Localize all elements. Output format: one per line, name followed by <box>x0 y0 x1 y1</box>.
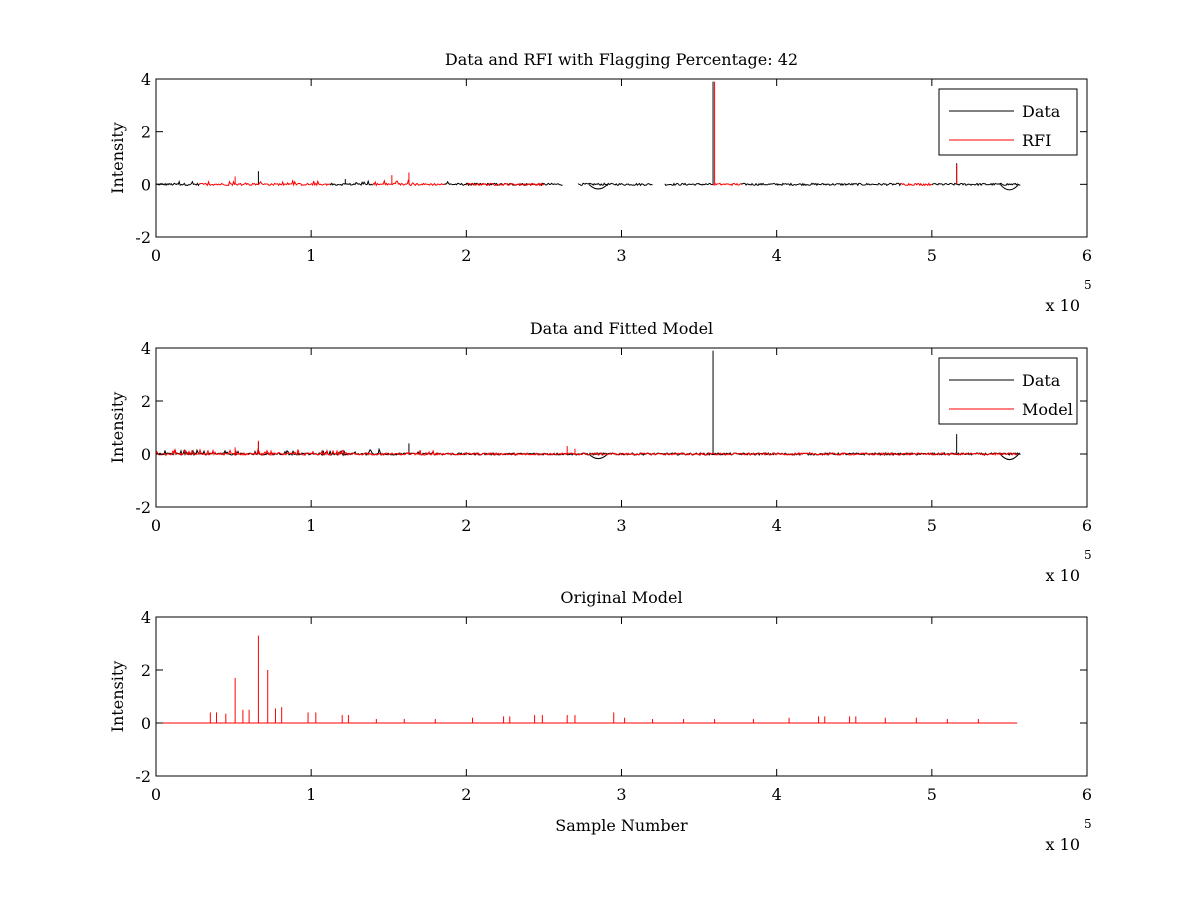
x-tick-label: 0 <box>151 246 161 265</box>
plot-area <box>156 635 1018 724</box>
y-axis-label: Intensity <box>108 392 127 464</box>
x-tick-label: 2 <box>461 516 471 535</box>
series-data-line <box>156 81 1021 191</box>
legend: Data RFI <box>938 88 1078 156</box>
series-rfi-line <box>199 81 958 187</box>
x-tick-label: 5 <box>927 785 937 804</box>
legend-entry: Data <box>1022 102 1061 121</box>
y-tick-label: 2 <box>141 123 151 142</box>
x-tick-label: 4 <box>772 246 782 265</box>
x-multiplier: x 10 <box>1046 296 1080 315</box>
plot-area <box>156 81 1021 191</box>
x-axis-label: Sample Number <box>555 816 688 835</box>
x-tick-label: 3 <box>616 785 626 804</box>
y-axis-label: Intensity <box>108 122 127 194</box>
x-tick-label: 2 <box>461 785 471 804</box>
series-model-line <box>156 440 1018 457</box>
y-tick-label: 0 <box>141 175 151 194</box>
series-trace <box>156 179 200 187</box>
panel-title: Original Model <box>560 588 682 607</box>
x-tick-label: 6 <box>1082 516 1092 535</box>
y-tick-label: 4 <box>141 339 151 358</box>
series-trace <box>712 182 742 187</box>
y-tick-label: 2 <box>141 392 151 411</box>
axes-frame <box>155 616 1088 777</box>
series-data-line <box>156 350 1021 461</box>
series-model-line <box>156 635 1018 724</box>
legend-box <box>938 88 1078 156</box>
x-tick-label: 6 <box>1082 785 1092 804</box>
x-tick-label: 1 <box>306 516 316 535</box>
x-tick-label: 4 <box>772 516 782 535</box>
dip-mark <box>588 453 608 460</box>
x-multiplier-exponent: 5 <box>1084 548 1092 562</box>
y-axis-label: Intensity <box>108 661 127 733</box>
series-trace <box>329 179 374 187</box>
x-tick-label: 1 <box>306 785 316 804</box>
legend-entry: Data <box>1022 371 1061 390</box>
x-tick-label: 3 <box>616 516 626 535</box>
x-multiplier-exponent: 5 <box>1084 817 1092 831</box>
y-tick-label: -2 <box>135 767 151 786</box>
legend: Data Model <box>938 357 1078 425</box>
legend-entry: Model <box>1022 400 1073 419</box>
series-trace <box>931 182 1021 187</box>
x-tick-label: 0 <box>151 785 161 804</box>
series-trace <box>664 182 714 187</box>
y-tick-label: 2 <box>141 661 151 680</box>
y-tick-label: 0 <box>141 445 151 464</box>
x-tick-label: 5 <box>927 246 937 265</box>
x-tick-label: 4 <box>772 785 782 804</box>
panel-title: Data and Fitted Model <box>530 319 713 338</box>
x-multiplier-exponent: 5 <box>1084 278 1092 292</box>
dip-mark <box>588 183 608 190</box>
series-trace <box>900 182 933 187</box>
y-tick-label: 0 <box>141 714 151 733</box>
x-multiplier: x 10 <box>1046 566 1080 585</box>
x-tick-label: 5 <box>927 516 937 535</box>
series-trace <box>577 182 653 187</box>
x-tick-label: 2 <box>461 246 471 265</box>
x-tick-label: 0 <box>151 516 161 535</box>
x-tick-label: 3 <box>616 246 626 265</box>
legend-entry: RFI <box>1022 131 1051 150</box>
series-trace <box>199 178 330 187</box>
x-multiplier: x 10 <box>1046 835 1080 854</box>
plot-area <box>156 350 1021 461</box>
dip-mark <box>999 184 1020 191</box>
x-tick-label: 6 <box>1082 246 1092 265</box>
y-tick-label: -2 <box>135 498 151 517</box>
y-tick-label: 4 <box>141 70 151 89</box>
series-trace <box>156 447 1018 457</box>
y-tick-label: -2 <box>135 228 151 247</box>
panel-title: Data and RFI with Flagging Percentage: 4… <box>445 50 798 69</box>
legend-box <box>938 357 1078 425</box>
dip-mark <box>999 453 1020 461</box>
series-trace <box>465 182 545 187</box>
series-trace <box>740 182 902 187</box>
x-tick-label: 1 <box>306 246 316 265</box>
y-tick-label: 4 <box>141 608 151 627</box>
